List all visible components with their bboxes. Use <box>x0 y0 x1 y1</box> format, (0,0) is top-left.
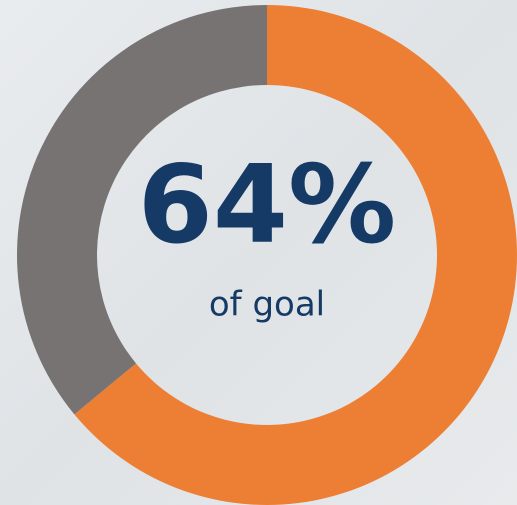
donut-segment <box>74 5 517 505</box>
center-value-label: 64% <box>138 143 397 268</box>
caption: of goal <box>209 285 325 325</box>
donut <box>17 5 517 505</box>
donut-segment <box>17 5 268 415</box>
